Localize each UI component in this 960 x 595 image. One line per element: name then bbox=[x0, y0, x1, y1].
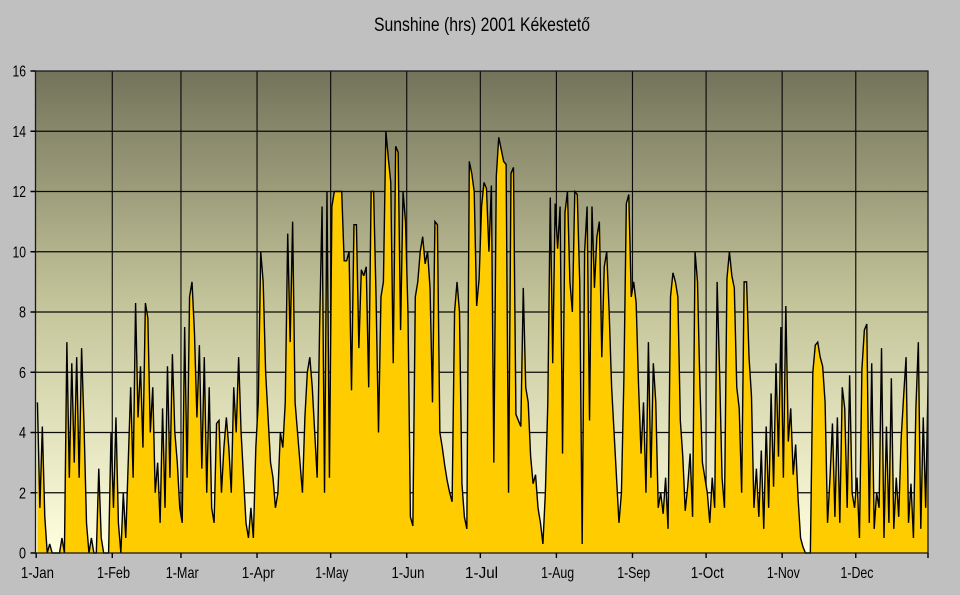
svg-text:0: 0 bbox=[19, 546, 26, 563]
svg-text:6: 6 bbox=[19, 365, 26, 382]
svg-text:1-Nov: 1-Nov bbox=[767, 565, 800, 582]
svg-text:1-Sep: 1-Sep bbox=[617, 565, 650, 582]
svg-text:1-May: 1-May bbox=[315, 565, 348, 582]
svg-text:1-Oct: 1-Oct bbox=[691, 565, 724, 582]
svg-text:1-Jan: 1-Jan bbox=[21, 565, 54, 582]
svg-text:Sunshine (hrs) 2001 Kékestető: Sunshine (hrs) 2001 Kékestető bbox=[374, 15, 590, 36]
svg-text:1-Dec: 1-Dec bbox=[841, 565, 874, 582]
svg-text:10: 10 bbox=[13, 244, 27, 261]
svg-text:16: 16 bbox=[13, 64, 27, 81]
svg-text:12: 12 bbox=[13, 184, 27, 201]
svg-text:2: 2 bbox=[19, 485, 26, 502]
svg-text:1-Jul: 1-Jul bbox=[465, 565, 498, 582]
svg-text:1-Feb: 1-Feb bbox=[97, 565, 130, 582]
svg-text:1-Mar: 1-Mar bbox=[166, 565, 200, 582]
svg-text:14: 14 bbox=[13, 124, 27, 141]
svg-text:4: 4 bbox=[19, 425, 26, 442]
svg-text:8: 8 bbox=[19, 305, 26, 322]
svg-text:1-Aug: 1-Aug bbox=[541, 565, 574, 582]
svg-text:1-Apr: 1-Apr bbox=[242, 565, 276, 582]
svg-text:1-Jun: 1-Jun bbox=[391, 565, 424, 582]
